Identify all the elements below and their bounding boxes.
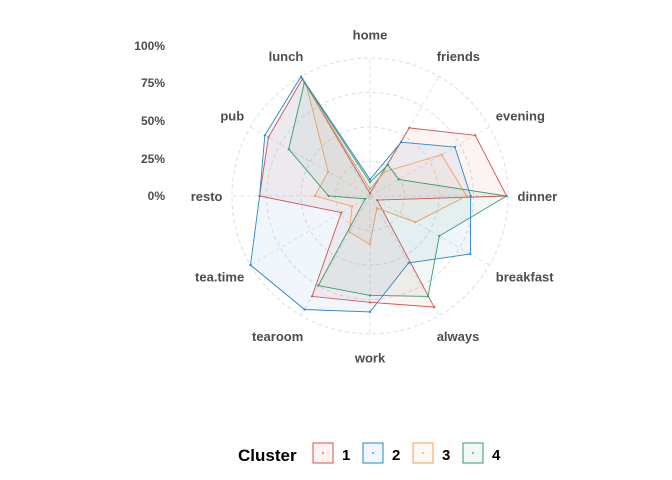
series-3 bbox=[305, 84, 468, 246]
series-1-point-work bbox=[368, 301, 372, 304]
series-2-point-always bbox=[407, 261, 410, 264]
series-1-point-breakfast bbox=[376, 199, 379, 202]
axis-label-dinner: dinner bbox=[518, 189, 558, 204]
series-4-point-dinner bbox=[505, 194, 508, 198]
series-4-point-home bbox=[368, 181, 372, 184]
series-1-point-pub bbox=[267, 136, 270, 139]
percent-tick-label: 100% bbox=[134, 39, 165, 53]
axis-label-work: work bbox=[354, 351, 386, 366]
axis-label-pub: pub bbox=[220, 108, 244, 123]
series-1-point-evening bbox=[474, 134, 477, 137]
legend-item-3: 3 bbox=[412, 442, 450, 464]
grid-ring-4 bbox=[231, 57, 509, 335]
legend-item-4: 4 bbox=[462, 442, 501, 464]
series-4-point-evening bbox=[397, 178, 400, 181]
series-3-point-home bbox=[368, 188, 372, 191]
series-2-point-friends bbox=[400, 141, 403, 144]
legend-label-1: 1 bbox=[342, 447, 350, 464]
series-layer bbox=[249, 75, 508, 313]
legend-label-2: 2 bbox=[392, 447, 400, 464]
axis-label-lunch: lunch bbox=[269, 49, 304, 64]
legend-item-2: 2 bbox=[362, 442, 400, 464]
axis-label-friends: friends bbox=[437, 49, 480, 64]
axis-label-tea.time: tea.time bbox=[195, 270, 244, 285]
series-3-point-evening bbox=[440, 153, 443, 156]
series-4-point-work bbox=[368, 294, 372, 297]
axis-label-tearoom: tearoom bbox=[252, 329, 303, 344]
series-3-point-dinner bbox=[465, 194, 468, 198]
series-4-point-tea.time bbox=[364, 197, 367, 200]
series-3-point-friends bbox=[382, 171, 385, 174]
series-2-point-breakfast bbox=[469, 252, 472, 256]
series-3-point-work bbox=[368, 243, 372, 246]
series-3-point-always bbox=[375, 206, 378, 210]
axis-label-always: always bbox=[437, 329, 480, 344]
series-2-point-lunch bbox=[299, 75, 303, 78]
legend-key-dot-2 bbox=[372, 452, 374, 454]
series-1-point-tearoom bbox=[310, 295, 314, 298]
series-2-point-resto bbox=[258, 194, 261, 198]
percent-tick-label: 75% bbox=[141, 76, 165, 90]
legend-key-dot-3 bbox=[422, 452, 424, 454]
series-4-point-breakfast bbox=[438, 234, 441, 238]
legend-label-4: 4 bbox=[492, 447, 501, 464]
axis-labels: dinner breakfast always work tearoom tea.time… bbox=[191, 28, 558, 366]
series-4 bbox=[287, 81, 508, 298]
series-3-point-tea.time bbox=[351, 205, 354, 208]
series-1-point-home bbox=[368, 192, 372, 195]
grid-spoke-pub bbox=[250, 126, 371, 197]
series-4-point-pub bbox=[287, 148, 290, 151]
axis-label-resto: resto bbox=[191, 189, 223, 204]
axis-label-evening: evening bbox=[496, 108, 545, 123]
legend-item-1: 1 bbox=[312, 442, 350, 464]
grid-spoke-evening bbox=[369, 126, 490, 197]
grid-spoke-friends bbox=[369, 76, 440, 197]
series-3-point-breakfast bbox=[414, 221, 417, 224]
series-4-point-always bbox=[426, 295, 430, 298]
series-2-point-dinner bbox=[469, 194, 472, 198]
series-2-point-work bbox=[368, 310, 372, 313]
series-1-point-always bbox=[433, 306, 436, 309]
percent-tick-label: 50% bbox=[141, 114, 165, 128]
series-3-point-resto bbox=[313, 194, 316, 198]
series-3-point-pub bbox=[327, 170, 330, 173]
series-1-point-tea.time bbox=[340, 211, 343, 214]
grid-ring-1 bbox=[335, 161, 405, 231]
series-2 bbox=[249, 75, 472, 313]
series-4-point-resto bbox=[327, 194, 330, 198]
axis-label-home: home bbox=[353, 28, 388, 43]
percent-tick-labels: 0% 25% 50% 75% 100% bbox=[134, 39, 165, 203]
legend-title: Cluster bbox=[238, 446, 297, 465]
percent-tick-label: 25% bbox=[141, 152, 165, 166]
percent-tick-label: 0% bbox=[148, 189, 166, 203]
grid-ring-2 bbox=[300, 126, 440, 266]
series-2-point-pub bbox=[263, 134, 266, 137]
series-4-point-lunch bbox=[303, 81, 306, 84]
grid-ring-3 bbox=[266, 92, 474, 300]
legend-label-3: 3 bbox=[442, 447, 450, 464]
series-1-point-friends bbox=[408, 126, 411, 129]
grid-spoke-tea.time bbox=[250, 195, 371, 266]
legend: Cluster 1 2 3 4 bbox=[238, 442, 501, 465]
axis-label-breakfast: breakfast bbox=[496, 270, 554, 285]
legend-key-dot-1 bbox=[322, 452, 324, 454]
series-2-point-tea.time bbox=[249, 263, 252, 267]
series-2-point-evening bbox=[453, 145, 456, 149]
legend-key-dot-4 bbox=[472, 452, 474, 454]
series-3-point-tearoom bbox=[348, 230, 351, 233]
series-2-point-tearoom bbox=[303, 308, 306, 311]
series-4-point-tearoom bbox=[317, 284, 320, 287]
series-4-point-friends bbox=[386, 163, 389, 166]
series-2-point-home bbox=[368, 178, 372, 181]
